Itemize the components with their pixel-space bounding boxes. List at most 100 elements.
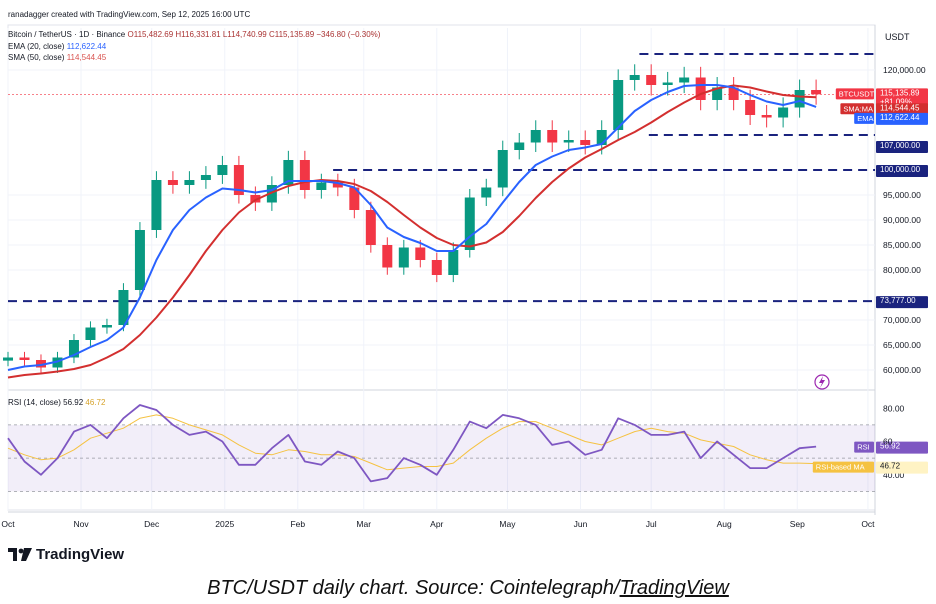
- rsi-line: [7, 404, 817, 483]
- sma-legend-label: SMA (50, close): [8, 53, 65, 62]
- candle-body: [151, 180, 162, 230]
- candle-body: [530, 130, 541, 143]
- btc-price-tag-text: +81.09%: [880, 97, 912, 106]
- sma-tag-bg: [876, 103, 928, 116]
- x-tick-label: Nov: [73, 519, 89, 529]
- x-tick-label: Jul: [646, 519, 657, 529]
- level-107-tag: 107,000.00: [876, 141, 928, 153]
- rsi-tick-60: 60: [883, 437, 893, 447]
- x-tick-label: Apr: [430, 519, 443, 529]
- candle-body: [811, 90, 822, 95]
- currency-label: USDT: [885, 32, 910, 42]
- candle-body: [283, 160, 294, 185]
- level-73-tag-text: 73,777.00: [880, 296, 916, 305]
- symbol-name: Bitcoin / TetherUS · 1D · Binance: [8, 30, 126, 39]
- y-tick-label: 120,000.00: [883, 65, 926, 75]
- ema-legend-value: 112,622.44: [66, 42, 107, 51]
- candle-body: [563, 140, 574, 143]
- candle-body: [728, 87, 739, 100]
- rsi-value-tag: 56.92 RSI: [854, 441, 928, 454]
- candle-body: [200, 175, 211, 180]
- candle-body: [184, 180, 195, 185]
- ema-tag-label: EMA: [857, 114, 873, 123]
- x-tick-label: Aug: [717, 519, 732, 529]
- btc-price-tag-label-bg: [835, 88, 874, 100]
- level-107-tag-bg: [876, 141, 928, 153]
- ema-tag-bg: [876, 112, 928, 125]
- rsi-tick-label: 40.00: [883, 470, 905, 480]
- symbol-line: Bitcoin / TetherUS · 1D · Binance O115,4…: [8, 30, 380, 39]
- candle-body: [464, 197, 475, 250]
- candle-body: [778, 107, 789, 118]
- candle-body: [118, 290, 129, 325]
- rsi-value-tag-label-bg: [854, 441, 874, 453]
- candle-body: [19, 357, 30, 360]
- x-tick-label: Sep: [790, 519, 805, 529]
- tradingview-brand-name: TradingView: [36, 546, 125, 563]
- candle-body: [217, 165, 228, 175]
- level-107-tag-text: 107,000.00: [880, 141, 921, 150]
- tradingview-brand[interactable]: TradingView: [8, 546, 124, 563]
- x-tick-label: Feb: [290, 519, 305, 529]
- y-tick-label: 80,000.00: [883, 265, 921, 275]
- tradingview-logo-icon: [8, 547, 32, 561]
- candle-body: [316, 182, 327, 190]
- x-tick-label: May: [499, 519, 516, 529]
- candle-body: [580, 140, 591, 145]
- y-tick-label: 65,000.00: [883, 340, 921, 350]
- candle-body: [398, 247, 409, 268]
- sma-legend[interactable]: SMA (50, close) 114,544.45: [8, 53, 106, 62]
- caption-link[interactable]: TradingView: [619, 577, 729, 599]
- candle-body: [662, 82, 673, 85]
- price-tags: 115,135.89+81.09%07:59:50BTCUSDT114,544.…: [812, 88, 928, 474]
- candle-body: [745, 100, 756, 115]
- rsi-ma-tag-text: 46.72: [880, 462, 901, 471]
- x-tick-label: Oct: [861, 519, 875, 529]
- candle-body: [101, 325, 112, 328]
- candle-body: [266, 185, 277, 203]
- x-tick-label: Oct: [1, 519, 15, 529]
- level-100-tag-text: 100,000.00: [880, 165, 921, 174]
- candle-body: [646, 75, 657, 85]
- level-100-tag: 100,000.00: [876, 165, 928, 177]
- rsi-ma-tag: 46.72 RSI-based MA: [812, 461, 928, 474]
- sma-tag-text: 114,544.45: [880, 103, 920, 112]
- btc-price-tag-label: BTCUSDT: [839, 89, 875, 98]
- sma-legend-value: 114,544.45: [66, 53, 107, 62]
- candle-body: [431, 260, 442, 275]
- candle-body: [761, 115, 772, 118]
- x-tick-label: Dec: [144, 519, 160, 529]
- candle-body: [250, 195, 261, 203]
- rsi-value-tag-text: 56.92: [880, 442, 901, 451]
- candlesticks: [3, 64, 822, 373]
- rsi-pane: [7, 404, 875, 492]
- candle-body: [547, 130, 558, 143]
- level-73-tag: 73,777.00: [876, 296, 928, 309]
- lightning-icon-ring: [814, 374, 830, 390]
- moving-averages: [7, 84, 817, 379]
- ema-legend-label: EMA (20, close): [8, 42, 65, 51]
- ema-legend[interactable]: EMA (20, close) 112,622.44: [8, 42, 106, 51]
- candle-body: [3, 357, 13, 361]
- candle-body: [448, 250, 459, 275]
- level-73-tag-bg: [876, 296, 928, 309]
- rsi-legend-value: 56.92: [63, 398, 84, 407]
- y-tick-label: 85,000.00: [883, 240, 921, 250]
- x-tick-label: 2025: [215, 519, 234, 529]
- rsi-legend[interactable]: RSI (14, close) 56.92 46.72: [8, 398, 105, 407]
- rsi-tick-label: 80.00: [883, 403, 905, 413]
- sma-tag: 114,544.45 SMA:MA: [840, 103, 928, 116]
- candle-body: [497, 150, 508, 188]
- rsi-ma-legend-value: 46.72: [85, 398, 106, 407]
- rsi-value-tag-bg: [876, 441, 928, 454]
- candle-body: [35, 360, 46, 368]
- axes: Oct Nov Dec 2025 Feb Mar Apr May Jun Jul Aug Sep Oct…: [1, 32, 925, 529]
- caption-text: BTC/USDT daily chart. Source: Cointelegr…: [207, 577, 620, 599]
- candle-body: [712, 87, 723, 100]
- published-note: ranadagger created with TradingView.com,…: [8, 10, 251, 19]
- sma50-line: [7, 84, 817, 379]
- sma-tag-label-bg: [840, 103, 874, 115]
- candle-body: [134, 230, 145, 290]
- candle-body: [596, 130, 607, 145]
